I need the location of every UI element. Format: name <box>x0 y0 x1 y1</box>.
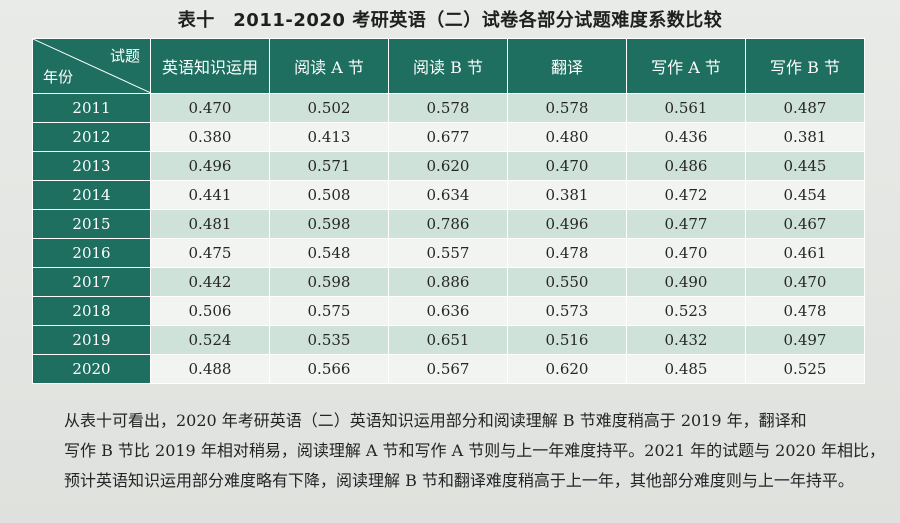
value-cell: 0.442 <box>150 267 270 297</box>
table-row: 2020 0.488 0.566 0.567 0.620 0.485 0.525 <box>32 354 865 384</box>
table-row: 2014 0.441 0.508 0.634 0.381 0.472 0.454 <box>32 180 865 210</box>
value-cell: 0.445 <box>745 151 865 181</box>
value-cell: 0.508 <box>269 180 389 210</box>
value-cell: 0.634 <box>388 180 508 210</box>
value-cell: 0.441 <box>150 180 270 210</box>
value-cell: 0.636 <box>388 296 508 326</box>
value-cell: 0.470 <box>745 267 865 297</box>
value-cell: 0.620 <box>507 354 627 384</box>
column-header: 阅读 B 节 <box>388 38 508 94</box>
value-cell: 0.620 <box>388 151 508 181</box>
value-cell: 0.454 <box>745 180 865 210</box>
value-cell: 0.496 <box>507 209 627 239</box>
header-row: 试题 年份 英语知识运用 阅读 A 节 阅读 B 节 翻译 写作 A 节 写作 … <box>32 38 865 94</box>
value-cell: 0.480 <box>507 122 627 152</box>
value-cell: 0.381 <box>507 180 627 210</box>
value-cell: 0.677 <box>388 122 508 152</box>
table-title: 表十 2011-2020 考研英语（二）试卷各部分试题难度系数比较 <box>177 10 723 31</box>
value-cell: 0.598 <box>269 267 389 297</box>
value-cell: 0.524 <box>150 325 270 355</box>
value-cell: 0.472 <box>626 180 746 210</box>
year-cell: 2016 <box>32 238 151 268</box>
paragraph-line: 写作 B 节比 2019 年相对稍易，阅读理解 A 节和写作 A 节则与上一年难… <box>64 441 885 460</box>
paragraph-line: 预计英语知识运用部分难度略有下降，阅读理解 B 节和翻译难度稍高于上一年，其他部… <box>64 471 854 490</box>
value-cell: 0.481 <box>150 209 270 239</box>
value-cell: 0.561 <box>626 93 746 123</box>
table-row: 2013 0.496 0.571 0.620 0.470 0.486 0.445 <box>32 151 865 181</box>
column-header: 阅读 A 节 <box>269 38 389 94</box>
year-cell: 2019 <box>32 325 151 355</box>
value-cell: 0.497 <box>745 325 865 355</box>
value-cell: 0.573 <box>507 296 627 326</box>
table-row: 2016 0.475 0.548 0.557 0.478 0.470 0.461 <box>32 238 865 268</box>
year-cell: 2020 <box>32 354 151 384</box>
year-cell: 2012 <box>32 122 151 152</box>
value-cell: 0.470 <box>626 238 746 268</box>
year-cell: 2017 <box>32 267 151 297</box>
value-cell: 0.486 <box>626 151 746 181</box>
value-cell: 0.461 <box>745 238 865 268</box>
value-cell: 0.470 <box>150 93 270 123</box>
value-cell: 0.550 <box>507 267 627 297</box>
value-cell: 0.478 <box>507 238 627 268</box>
value-cell: 0.557 <box>388 238 508 268</box>
diagonal-line <box>33 39 151 93</box>
value-cell: 0.525 <box>745 354 865 384</box>
value-cell: 0.432 <box>626 325 746 355</box>
value-cell: 0.380 <box>150 122 270 152</box>
value-cell: 0.535 <box>269 325 389 355</box>
column-header: 翻译 <box>507 38 627 94</box>
value-cell: 0.575 <box>269 296 389 326</box>
value-cell: 0.523 <box>626 296 746 326</box>
table-row: 2011 0.470 0.502 0.578 0.578 0.561 0.487 <box>32 93 865 123</box>
column-header: 写作 A 节 <box>626 38 746 94</box>
value-cell: 0.651 <box>388 325 508 355</box>
value-cell: 0.578 <box>388 93 508 123</box>
value-cell: 0.470 <box>507 151 627 181</box>
value-cell: 0.475 <box>150 238 270 268</box>
value-cell: 0.567 <box>388 354 508 384</box>
table-row: 2017 0.442 0.598 0.886 0.550 0.490 0.470 <box>32 267 865 297</box>
difficulty-table: 试题 年份 英语知识运用 阅读 A 节 阅读 B 节 翻译 写作 A 节 写作 … <box>32 38 865 384</box>
table-row: 2012 0.380 0.413 0.677 0.480 0.436 0.381 <box>32 122 865 152</box>
value-cell: 0.516 <box>507 325 627 355</box>
value-cell: 0.598 <box>269 209 389 239</box>
table-row: 2018 0.506 0.575 0.636 0.573 0.523 0.478 <box>32 296 865 326</box>
corner-label-year: 年份 <box>43 68 74 86</box>
year-cell: 2011 <box>32 93 151 123</box>
value-cell: 0.487 <box>745 93 865 123</box>
value-cell: 0.485 <box>626 354 746 384</box>
column-header: 写作 B 节 <box>745 38 865 94</box>
year-cell: 2018 <box>32 296 151 326</box>
value-cell: 0.548 <box>269 238 389 268</box>
column-header: 英语知识运用 <box>150 38 270 94</box>
value-cell: 0.502 <box>269 93 389 123</box>
value-cell: 0.566 <box>269 354 389 384</box>
analysis-paragraph: 从表十可看出，2020 年考研英语（二）英语知识运用部分和阅读理解 B 节难度稍… <box>30 406 890 496</box>
paragraph-line: 从表十可看出，2020 年考研英语（二）英语知识运用部分和阅读理解 B 节难度稍… <box>64 411 807 430</box>
value-cell: 0.886 <box>388 267 508 297</box>
value-cell: 0.490 <box>626 267 746 297</box>
table-row: 2019 0.524 0.535 0.651 0.516 0.432 0.497 <box>32 325 865 355</box>
value-cell: 0.478 <box>745 296 865 326</box>
value-cell: 0.467 <box>745 209 865 239</box>
value-cell: 0.436 <box>626 122 746 152</box>
value-cell: 0.477 <box>626 209 746 239</box>
year-cell: 2014 <box>32 180 151 210</box>
value-cell: 0.571 <box>269 151 389 181</box>
value-cell: 0.496 <box>150 151 270 181</box>
corner-label-subject: 试题 <box>109 47 140 65</box>
value-cell: 0.506 <box>150 296 270 326</box>
value-cell: 0.488 <box>150 354 270 384</box>
value-cell: 0.381 <box>745 122 865 152</box>
value-cell: 0.413 <box>269 122 389 152</box>
value-cell: 0.578 <box>507 93 627 123</box>
value-cell: 0.786 <box>388 209 508 239</box>
table-row: 2015 0.481 0.598 0.786 0.496 0.477 0.467 <box>32 209 865 239</box>
year-cell: 2015 <box>32 209 151 239</box>
year-cell: 2013 <box>32 151 151 181</box>
corner-cell: 试题 年份 <box>32 38 151 94</box>
